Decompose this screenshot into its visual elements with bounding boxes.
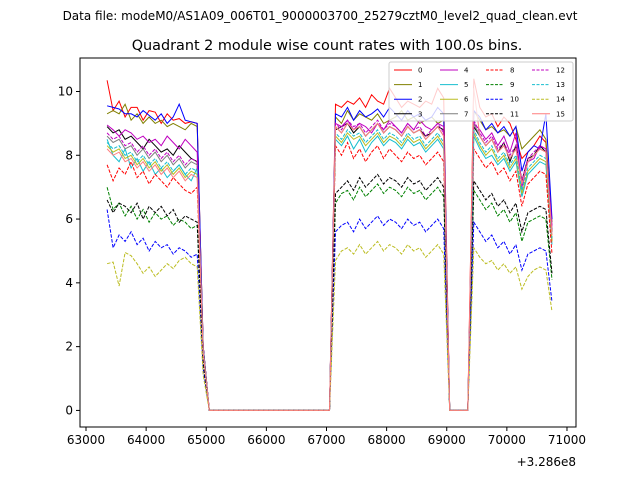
chart-title: Quadrant 2 module wise count rates with …	[132, 38, 523, 54]
legend-label-7: 7	[464, 110, 468, 118]
series-line-10	[106, 209, 553, 411]
series-line-1	[106, 103, 553, 411]
legend-label-0: 0	[418, 67, 422, 75]
x-tick-label: 68000	[368, 433, 406, 447]
series-line-15	[106, 88, 553, 411]
series-line-9	[106, 183, 553, 411]
legend-label-10: 10	[510, 96, 519, 104]
legend-label-15: 15	[556, 110, 565, 118]
y-tick-label: 4	[65, 276, 73, 290]
suptitle: Data file: modeM0/AS1A09_006T01_90000037…	[63, 9, 578, 23]
legend-label-6: 6	[464, 96, 469, 104]
y-tick-label: 2	[65, 340, 73, 354]
x-tick-label: 66000	[247, 433, 285, 447]
legend-label-13: 13	[556, 81, 565, 89]
x-tick-label: 71000	[548, 433, 586, 447]
legend-label-11: 11	[510, 110, 519, 118]
y-tick-label: 0	[65, 403, 73, 417]
axis-ticks: 63000 64000 65000 66000 67000 68000 69000 70000…	[58, 84, 586, 447]
series-line-2	[106, 102, 553, 411]
x-offset-text: +3.286e8	[517, 455, 576, 469]
legend-label-3: 3	[418, 110, 422, 118]
legend-label-4: 4	[464, 67, 469, 75]
x-tick-label: 65000	[187, 433, 225, 447]
x-tick-label: 69000	[428, 433, 466, 447]
x-tick-label: 63000	[67, 433, 105, 447]
x-tick-label: 64000	[127, 433, 165, 447]
y-tick-label: 8	[65, 148, 73, 162]
y-tick-label: 6	[65, 212, 73, 226]
legend-label-12: 12	[556, 67, 565, 75]
axes-frame	[79, 57, 577, 428]
x-tick-label: 67000	[307, 433, 345, 447]
legend-label-1: 1	[418, 81, 422, 89]
series-line-11	[106, 173, 553, 411]
legend-label-8: 8	[510, 67, 514, 75]
series-line-6	[106, 132, 553, 411]
series-line-13	[106, 128, 553, 411]
series-line-8	[106, 141, 553, 411]
legend-box	[388, 61, 574, 122]
legend-label-2: 2	[418, 96, 422, 104]
plot-area	[79, 57, 577, 428]
x-tick-label: 70000	[488, 433, 526, 447]
legend-label-9: 9	[510, 81, 514, 89]
y-tick-label: 10	[58, 84, 73, 98]
legend-label-14: 14	[556, 96, 565, 104]
legend-label-5: 5	[464, 81, 468, 89]
